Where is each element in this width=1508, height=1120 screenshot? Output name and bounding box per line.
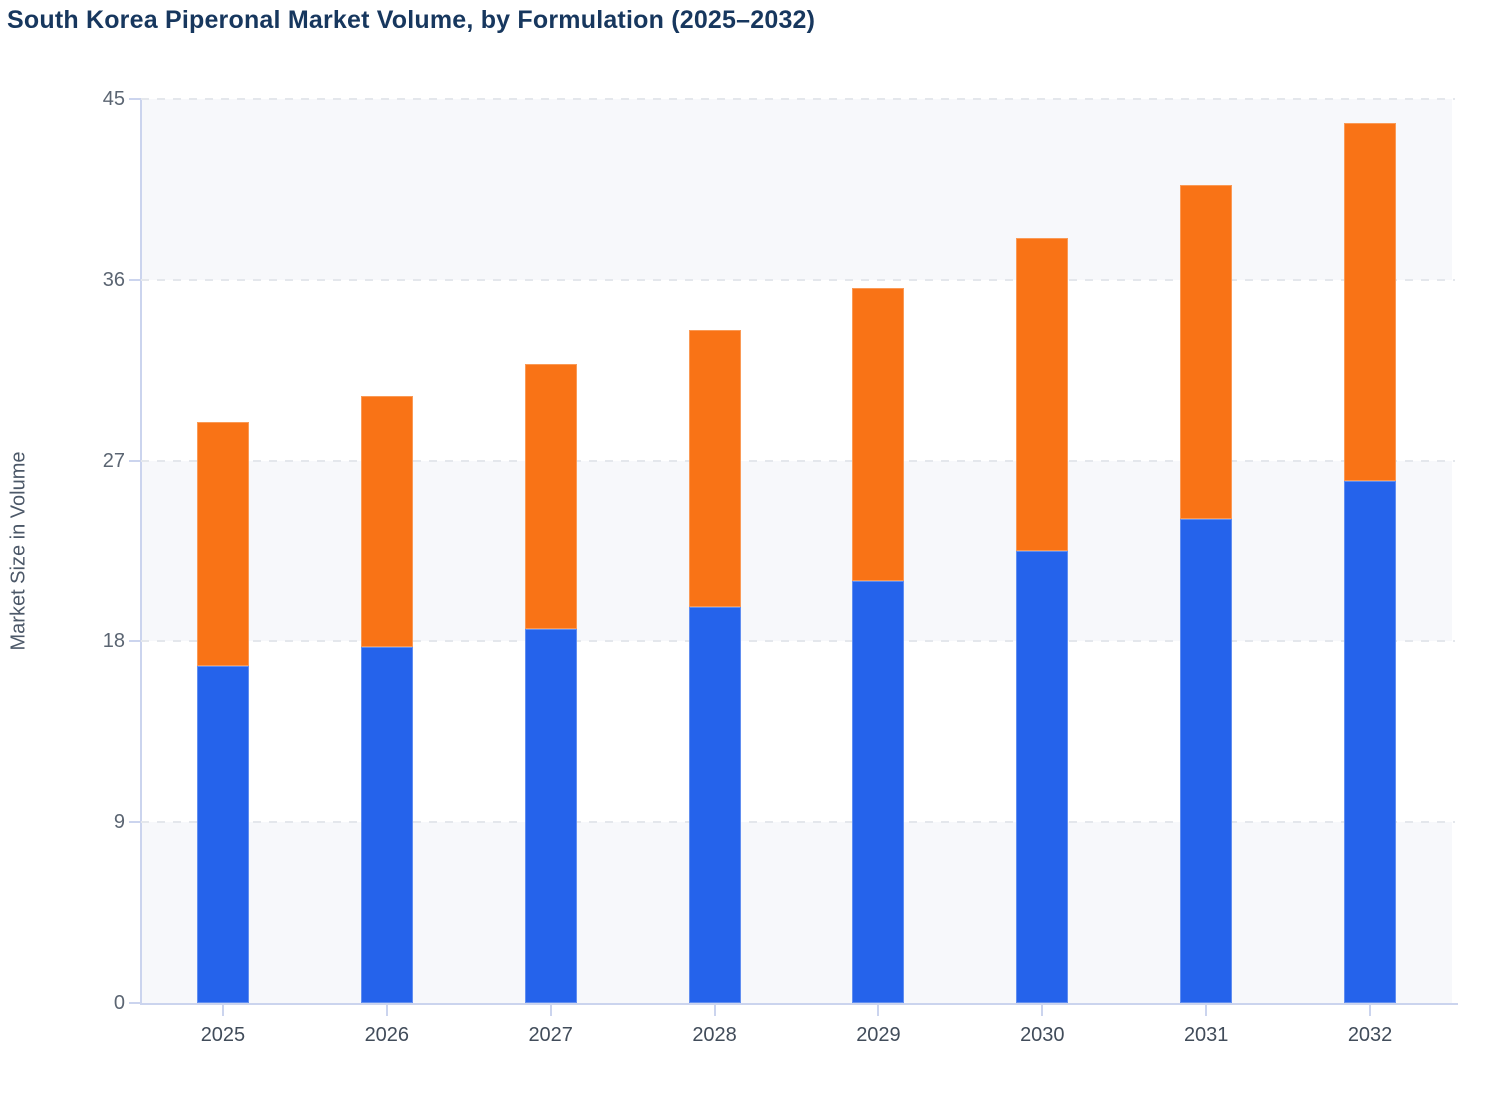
plot-band <box>141 99 1452 280</box>
y-tick-mark-27 <box>129 459 140 462</box>
bar-2032-orange-segment[interactable] <box>1344 123 1397 481</box>
plot-area: 0 9 18 27 36 45 2025 2026 2027 2028 2029 2030 2031 20… <box>103 88 1458 1046</box>
bar-2028-blue-segment[interactable] <box>688 607 741 1003</box>
x-tick-label-2027: 2027 <box>528 1024 573 1046</box>
bar-2026-orange-segment[interactable] <box>360 396 413 648</box>
plot-band <box>141 822 1452 1003</box>
y-axis-line <box>140 98 142 1004</box>
x-tick-label-2030: 2030 <box>1020 1024 1065 1046</box>
x-tick-label-2028: 2028 <box>692 1024 737 1046</box>
gridline-45 <box>141 98 1455 100</box>
bar-2029-blue-segment[interactable] <box>852 581 905 1003</box>
gridline-9 <box>141 821 1455 824</box>
x-tick-mark-2027 <box>549 1003 552 1016</box>
y-axis-title: Market Size in Volume <box>7 451 30 651</box>
gridline-18 <box>141 640 1455 643</box>
x-tick-label-2032: 2032 <box>1347 1024 1393 1046</box>
bar-2031-blue-segment[interactable] <box>1180 518 1233 1003</box>
y-tick-mark-9 <box>129 821 140 824</box>
x-tick-mark-2030 <box>1041 1003 1044 1016</box>
y-tick-label-9: 9 <box>113 811 125 834</box>
x-tick-mark-2025 <box>221 1003 224 1016</box>
bar-2028-orange-segment[interactable] <box>688 330 741 608</box>
x-tick-mark-2032 <box>1369 1003 1372 1016</box>
bar-2031-orange-segment[interactable] <box>1180 185 1233 519</box>
bar-2030-blue-segment[interactable] <box>1016 551 1069 1003</box>
x-tick-mark-2028 <box>713 1003 716 1016</box>
y-tick-mark-45 <box>129 98 140 100</box>
x-tick-label-2029: 2029 <box>856 1024 901 1046</box>
y-tick-mark-18 <box>129 640 140 643</box>
gridline-36 <box>141 278 1455 281</box>
x-tick-mark-2026 <box>385 1003 388 1016</box>
bar-2030-orange-segment[interactable] <box>1016 237 1069 551</box>
chart-title: South Korea Piperonal Market Volume, by … <box>7 6 816 34</box>
x-axis-line <box>140 1003 1458 1005</box>
bar-2027-blue-segment[interactable] <box>524 629 577 1003</box>
x-tick-mark-2031 <box>1205 1003 1208 1016</box>
bar-2025-blue-segment[interactable] <box>196 665 249 1003</box>
bar-2029-orange-segment[interactable] <box>852 287 905 582</box>
y-tick-label-45: 45 <box>102 88 125 110</box>
y-tick-label-0: 0 <box>113 992 125 1014</box>
x-tick-label-2031: 2031 <box>1183 1024 1229 1046</box>
bar-2026-blue-segment[interactable] <box>360 647 413 1003</box>
y-tick-mark-0 <box>129 1002 140 1004</box>
plot-band <box>141 280 1452 461</box>
y-tick-label-36: 36 <box>102 268 125 291</box>
plot-band <box>141 641 1452 822</box>
x-tick-label-2025: 2025 <box>200 1024 246 1046</box>
gridline-27 <box>141 459 1455 462</box>
bar-2025-orange-segment[interactable] <box>196 422 249 666</box>
bar-2027-orange-segment[interactable] <box>524 364 577 630</box>
x-tick-label-2026: 2026 <box>364 1024 410 1046</box>
y-tick-label-27: 27 <box>102 449 125 472</box>
plot-band <box>141 460 1452 642</box>
bar-2032-blue-segment[interactable] <box>1344 480 1397 1003</box>
y-tick-mark-36 <box>129 278 140 281</box>
x-tick-mark-2029 <box>877 1003 880 1016</box>
y-tick-label-18: 18 <box>102 630 125 653</box>
